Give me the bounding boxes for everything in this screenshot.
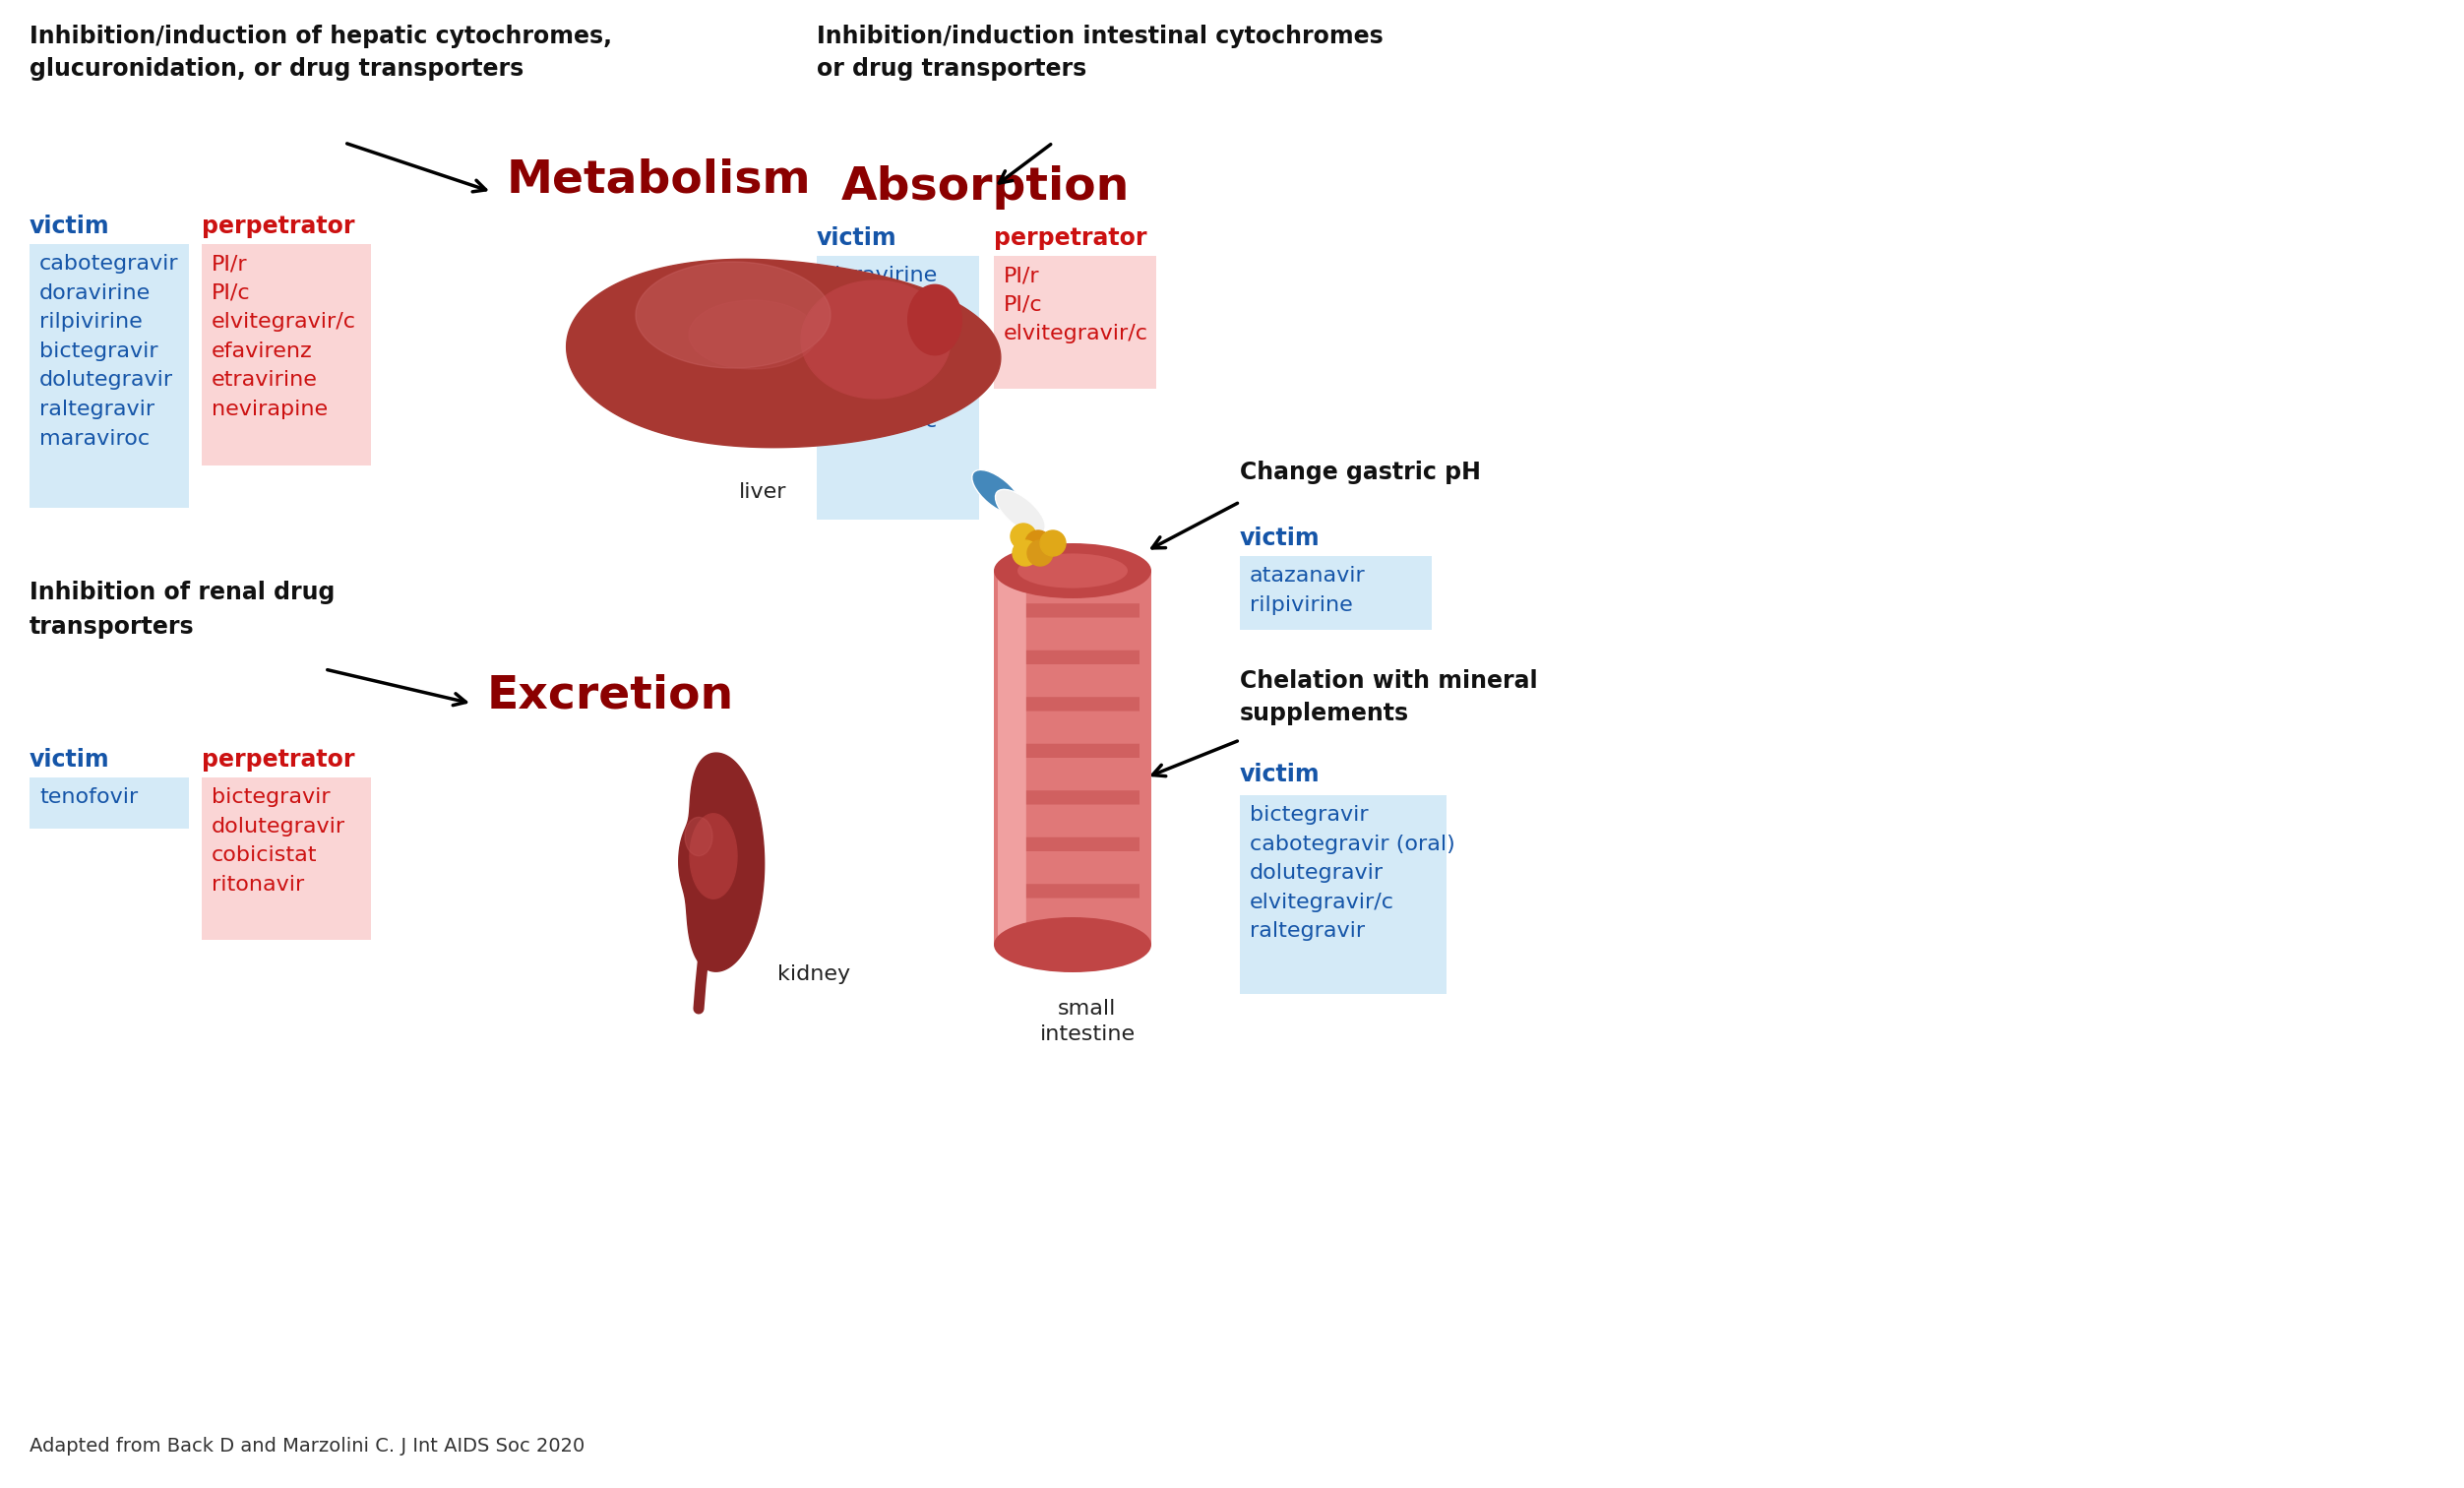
Text: Change gastric pH: Change gastric pH bbox=[1239, 461, 1481, 484]
FancyBboxPatch shape bbox=[993, 256, 1156, 388]
Text: Excretion: Excretion bbox=[488, 674, 734, 719]
Text: glucuronidation, or drug transporters: glucuronidation, or drug transporters bbox=[30, 57, 525, 80]
FancyBboxPatch shape bbox=[202, 244, 372, 466]
Text: perpetrator: perpetrator bbox=[202, 214, 355, 238]
Text: victim: victim bbox=[30, 214, 111, 238]
Text: PI/r
PI/c
elvitegravir/c
efavirenz
etravirine
nevirapine: PI/r PI/c elvitegravir/c efavirenz etrav… bbox=[212, 254, 357, 420]
Text: perpetrator: perpetrator bbox=[202, 748, 355, 772]
Polygon shape bbox=[907, 284, 961, 356]
Text: doravirine
rilpivirine
bictegravir
tenofovir
(TDF, TAF)
maraviroc: doravirine rilpivirine bictegravir tenof… bbox=[825, 266, 946, 432]
Text: Inhibition/induction intestinal cytochromes: Inhibition/induction intestinal cytochro… bbox=[816, 25, 1382, 48]
Text: Chelation with mineral: Chelation with mineral bbox=[1239, 670, 1538, 693]
Text: or drug transporters: or drug transporters bbox=[816, 57, 1087, 80]
Text: liver: liver bbox=[739, 482, 786, 501]
Polygon shape bbox=[801, 280, 951, 399]
Circle shape bbox=[1013, 540, 1037, 565]
Text: Metabolism: Metabolism bbox=[508, 158, 811, 202]
Text: perpetrator: perpetrator bbox=[993, 226, 1146, 250]
FancyBboxPatch shape bbox=[30, 244, 190, 507]
Text: Inhibition of renal drug: Inhibition of renal drug bbox=[30, 580, 335, 604]
FancyBboxPatch shape bbox=[30, 777, 190, 829]
Text: PI/r
PI/c
elvitegravir/c: PI/r PI/c elvitegravir/c bbox=[1003, 266, 1148, 344]
FancyBboxPatch shape bbox=[1005, 744, 1138, 757]
Text: victim: victim bbox=[816, 226, 897, 250]
Polygon shape bbox=[685, 817, 712, 856]
Text: bictegravir
dolutegravir
cobicistat
ritonavir: bictegravir dolutegravir cobicistat rito… bbox=[212, 787, 345, 894]
Ellipse shape bbox=[995, 490, 1045, 534]
FancyBboxPatch shape bbox=[1005, 696, 1138, 711]
Circle shape bbox=[1027, 540, 1052, 565]
Polygon shape bbox=[690, 301, 816, 369]
FancyBboxPatch shape bbox=[1239, 795, 1446, 994]
FancyBboxPatch shape bbox=[1005, 604, 1138, 618]
FancyBboxPatch shape bbox=[1005, 790, 1138, 805]
FancyBboxPatch shape bbox=[993, 571, 1151, 945]
Text: kidney: kidney bbox=[776, 964, 850, 984]
Text: Absorption: Absorption bbox=[840, 165, 1131, 210]
FancyBboxPatch shape bbox=[998, 571, 1025, 945]
Text: atazanavir
rilpivirine: atazanavir rilpivirine bbox=[1249, 565, 1365, 615]
Text: Inhibition/induction of hepatic cytochromes,: Inhibition/induction of hepatic cytochro… bbox=[30, 25, 611, 48]
FancyBboxPatch shape bbox=[1005, 930, 1138, 945]
Polygon shape bbox=[678, 753, 764, 972]
FancyBboxPatch shape bbox=[202, 777, 372, 940]
Circle shape bbox=[1040, 530, 1067, 557]
Ellipse shape bbox=[971, 470, 1023, 515]
Text: Adapted from Back D and Marzolini C. J Int AIDS Soc 2020: Adapted from Back D and Marzolini C. J I… bbox=[30, 1437, 584, 1455]
Text: bictegravir
cabotegravir (oral)
dolutegravir
elvitegravir/c
raltegravir: bictegravir cabotegravir (oral) dolutegr… bbox=[1249, 805, 1456, 942]
Polygon shape bbox=[567, 259, 1000, 448]
Ellipse shape bbox=[1018, 554, 1129, 588]
Text: cabotegravir
doravirine
rilpivirine
bictegravir
dolutegravir
raltegravir
maravir: cabotegravir doravirine rilpivirine bict… bbox=[39, 254, 180, 448]
Text: victim: victim bbox=[1239, 763, 1321, 786]
Text: transporters: transporters bbox=[30, 615, 195, 638]
Circle shape bbox=[1025, 530, 1052, 557]
Text: small
intestine: small intestine bbox=[1040, 998, 1136, 1045]
Ellipse shape bbox=[993, 543, 1151, 598]
Text: victim: victim bbox=[30, 748, 111, 772]
FancyBboxPatch shape bbox=[1005, 650, 1138, 664]
Polygon shape bbox=[636, 262, 830, 368]
FancyBboxPatch shape bbox=[1005, 884, 1138, 899]
Text: victim: victim bbox=[1239, 527, 1321, 551]
FancyBboxPatch shape bbox=[1239, 557, 1432, 629]
Ellipse shape bbox=[993, 917, 1151, 972]
FancyBboxPatch shape bbox=[1005, 838, 1138, 851]
Circle shape bbox=[1010, 524, 1037, 549]
Text: tenofovir: tenofovir bbox=[39, 787, 138, 806]
Polygon shape bbox=[690, 814, 737, 899]
FancyBboxPatch shape bbox=[816, 256, 978, 519]
Text: supplements: supplements bbox=[1239, 702, 1409, 725]
